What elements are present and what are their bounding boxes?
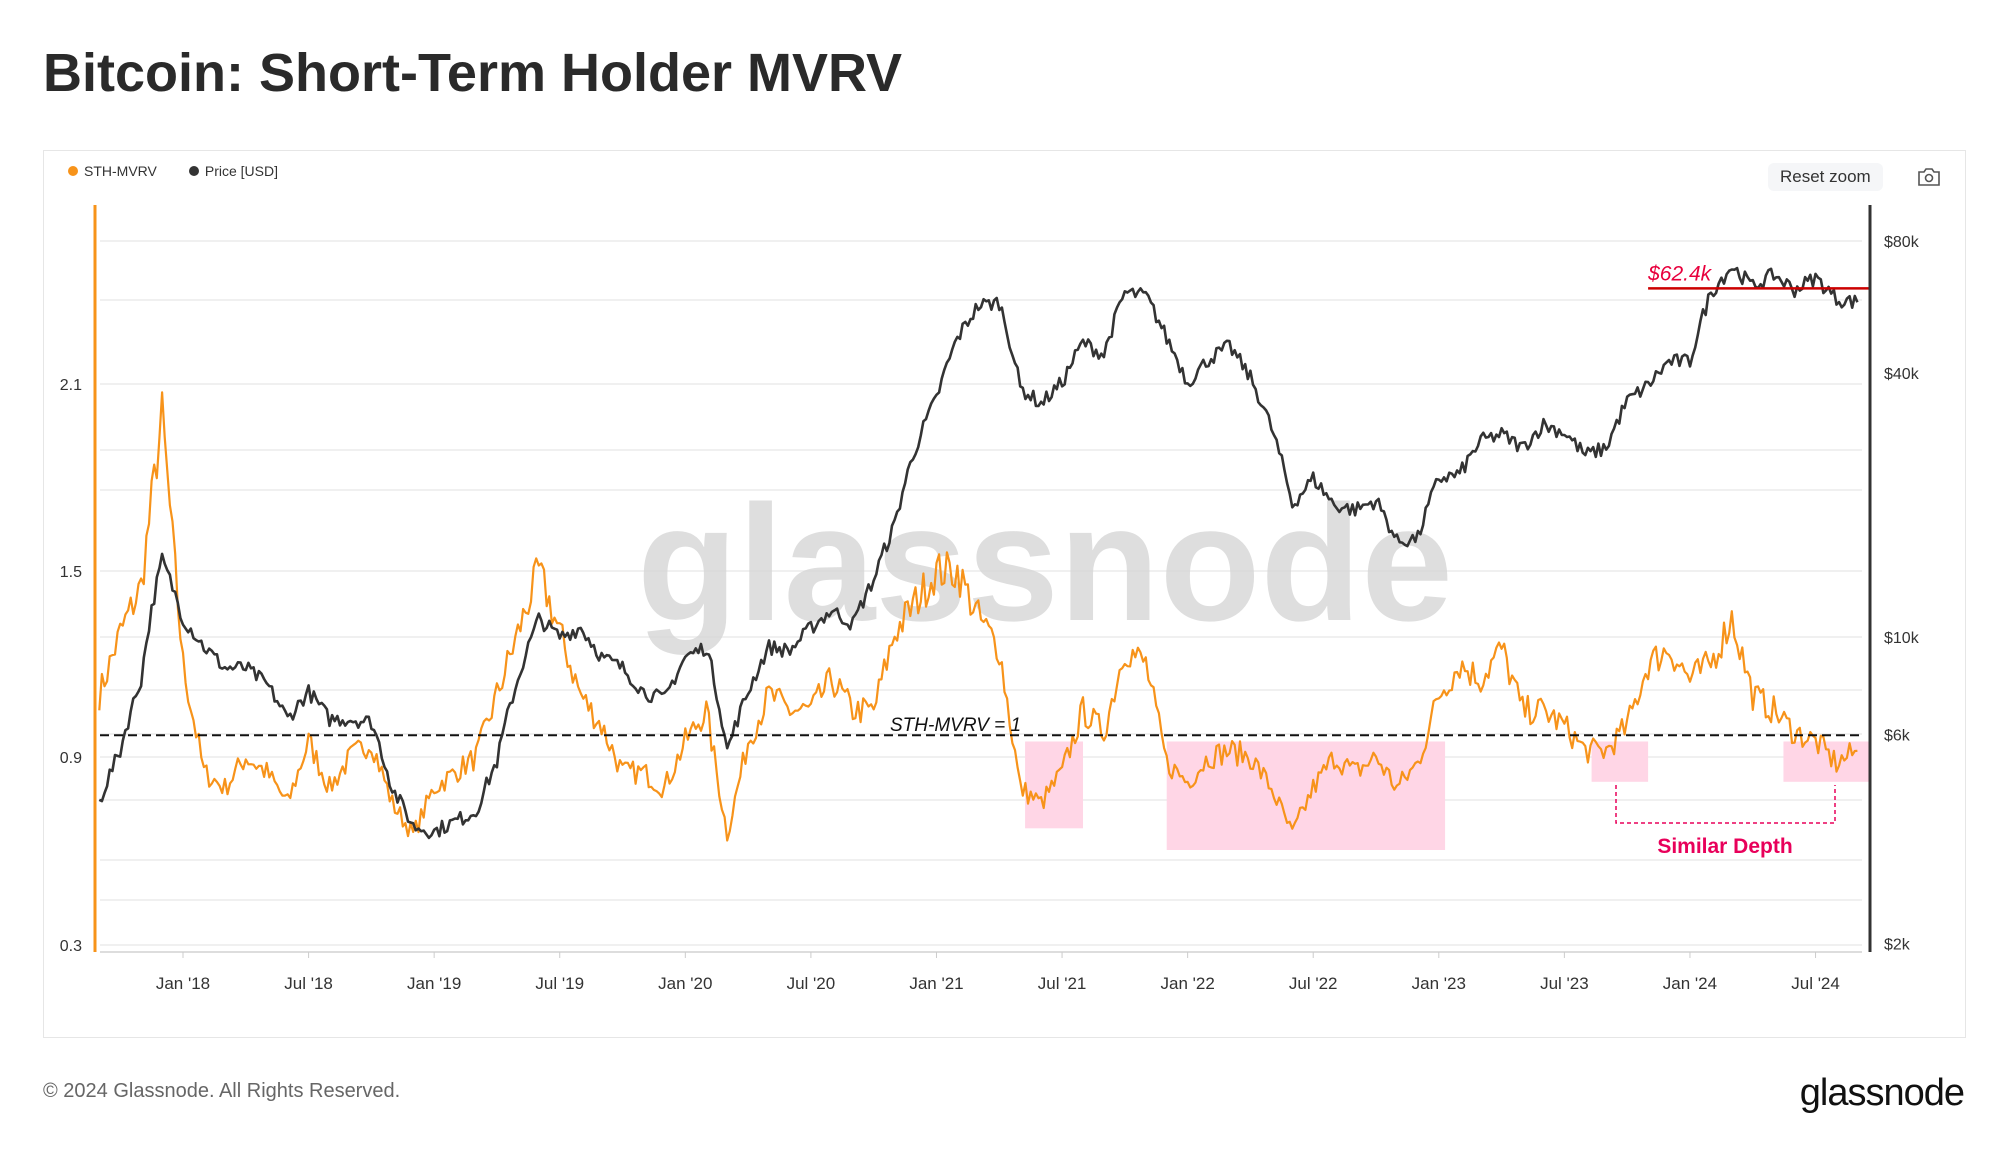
similar-depth-label: Similar Depth (1657, 835, 1792, 858)
x-tick-label: Jan '20 (658, 974, 712, 993)
similar-depth-bracket (1615, 785, 1836, 824)
right-tick-label: $2k (1884, 936, 1911, 953)
watermark: glassnode (637, 471, 1453, 655)
x-tick-label: Jul '18 (284, 974, 333, 993)
mvrv-one-label: STH-MVRV = 1 (890, 715, 1021, 736)
shaded-region (1166, 741, 1446, 850)
legend-item-sth-mvrv[interactable]: STH-MVRV (68, 163, 157, 179)
x-tick-label: Jul '21 (1038, 974, 1087, 993)
price-level-label: $62.4k (1647, 262, 1713, 285)
left-tick-label: 0.3 (60, 938, 82, 955)
right-tick-label: $6k (1884, 727, 1911, 744)
price-line (98, 266, 1859, 840)
sth-mvrv-line (98, 391, 1858, 842)
legend-item-price[interactable]: Price [USD] (188, 163, 278, 179)
glassnode-logo: glassnode (1799, 1072, 1965, 1114)
x-tick-label: Jan '24 (1663, 974, 1717, 993)
x-tick-label: Jan '22 (1160, 974, 1214, 993)
copyright: © 2024 Glassnode. All Rights Reserved. (43, 1080, 401, 1102)
left-tick-label: 2.1 (60, 377, 82, 394)
x-tick-label: Jan '23 (1412, 974, 1466, 993)
legend-label: Price [USD] (204, 163, 278, 179)
left-tick-label: 0.9 (60, 750, 82, 767)
legend-dot (68, 166, 78, 176)
x-tick-label: Jul '20 (787, 974, 836, 993)
shaded-region (1783, 741, 1871, 782)
right-tick-label: $80k (1884, 234, 1920, 251)
x-tick-label: Jul '22 (1289, 974, 1338, 993)
camera-icon[interactable] (1918, 168, 1940, 191)
x-tick-label: Jul '19 (535, 974, 584, 993)
right-tick-label: $40k (1884, 366, 1920, 383)
chart-frame (43, 150, 1966, 1038)
x-tick-label: Jul '23 (1540, 974, 1589, 993)
left-tick-label: 1.5 (60, 564, 82, 581)
x-tick-label: Jul '24 (1791, 974, 1840, 993)
legend-dot (188, 166, 199, 176)
x-tick-label: Jan '21 (909, 974, 963, 993)
page-title: Bitcoin: Short-Term Holder MVRV (43, 43, 903, 103)
x-tick-label: Jan '18 (156, 974, 210, 993)
right-tick-label: $10k (1884, 630, 1920, 647)
reset-zoom-button[interactable]: Reset zoom (1768, 163, 1883, 191)
legend-label: STH-MVRV (84, 163, 157, 179)
x-tick-label: Jan '19 (407, 974, 461, 993)
legend: STH-MVRV Price [USD] (68, 163, 278, 179)
